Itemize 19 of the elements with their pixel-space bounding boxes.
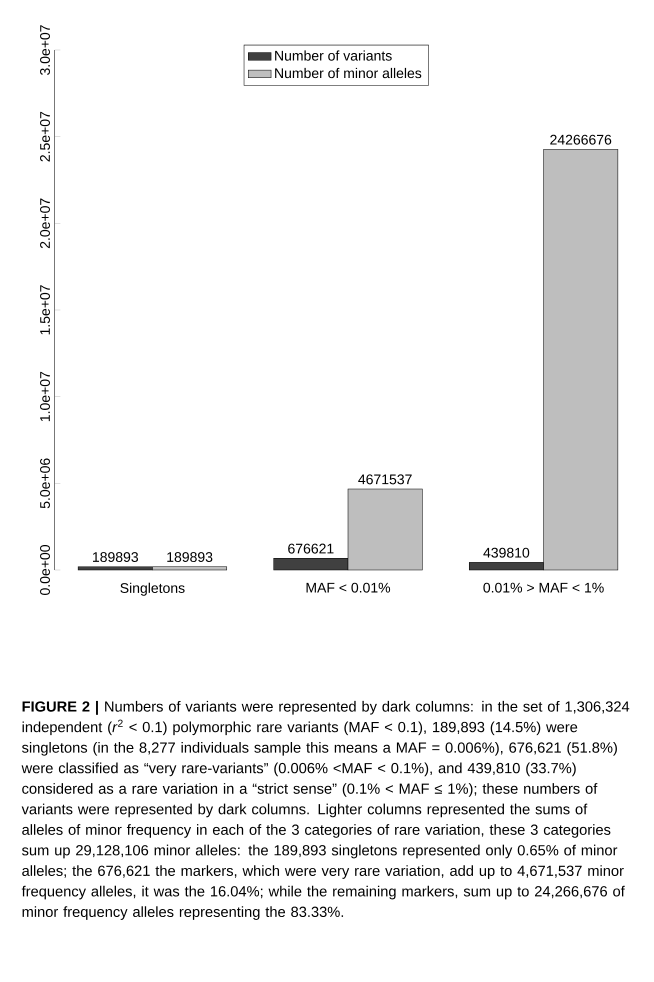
y-tick-label: 2.5e+07 xyxy=(40,112,50,162)
x-tick-label: MAF < 0.01% xyxy=(306,582,390,593)
y-tick-label: 1.0e+07 xyxy=(40,372,50,422)
y-tick-label: 3.0e+07 xyxy=(40,25,50,75)
data-label: 439810 xyxy=(483,548,530,558)
data-label: 4671537 xyxy=(358,474,412,484)
x-tick-label: 0.01% > MAF < 1% xyxy=(483,582,604,593)
y-tick-label: 5.0e+06 xyxy=(40,458,50,508)
y-tick-label: 2.0e+07 xyxy=(40,198,50,248)
legend-label: Number of variants xyxy=(275,50,392,61)
legend-label: Number of minor alleles xyxy=(275,68,422,78)
data-label: 676621 xyxy=(288,544,334,554)
y-tick-label: 1.5e+07 xyxy=(40,285,50,334)
x-tick-label: Singletons xyxy=(120,582,185,596)
text: FIGURE 2 | Numbers of variants were represented by dark columns: in the set of 1,306,324 independent (r$^{2}$ < 0.1) polymorphic rare variants (MAF < 0.1), 189,893 (14.5%) were singletons (in the 8,277 individuals sample this means a MAF = 0.006%), 676,621 (51.8%) were classified as “very rare-variants” (0.006% <MAF < 0.1%), and 439,810 (33.7%) considered as a rare variation in a “strict sense” (0.1% < MAF ≤ 1%); these numbers of variants were represented by dark columns. Lighter columns represented the sums of alleles of minor frequency in each of the 3 categories of rare variation, these 3 categories sum up 29,128,106 minor alleles: the 189,893 singletons represented only 0.65% of minor alleles; the 676,621 the markers, which were very rare variation, add up to 4,671,537 minor frequency alleles, it was the 16.04%; while the remaining markers, sum up to 24,266,676 of minor frequency alleles representing the 83.33%. xyxy=(22,700,630,920)
data-label: 189893 xyxy=(167,552,212,562)
y-tick-label: 0.0e+00 xyxy=(40,545,50,595)
data-label: 24266676 xyxy=(550,134,612,145)
data-label: 189893 xyxy=(93,552,138,562)
